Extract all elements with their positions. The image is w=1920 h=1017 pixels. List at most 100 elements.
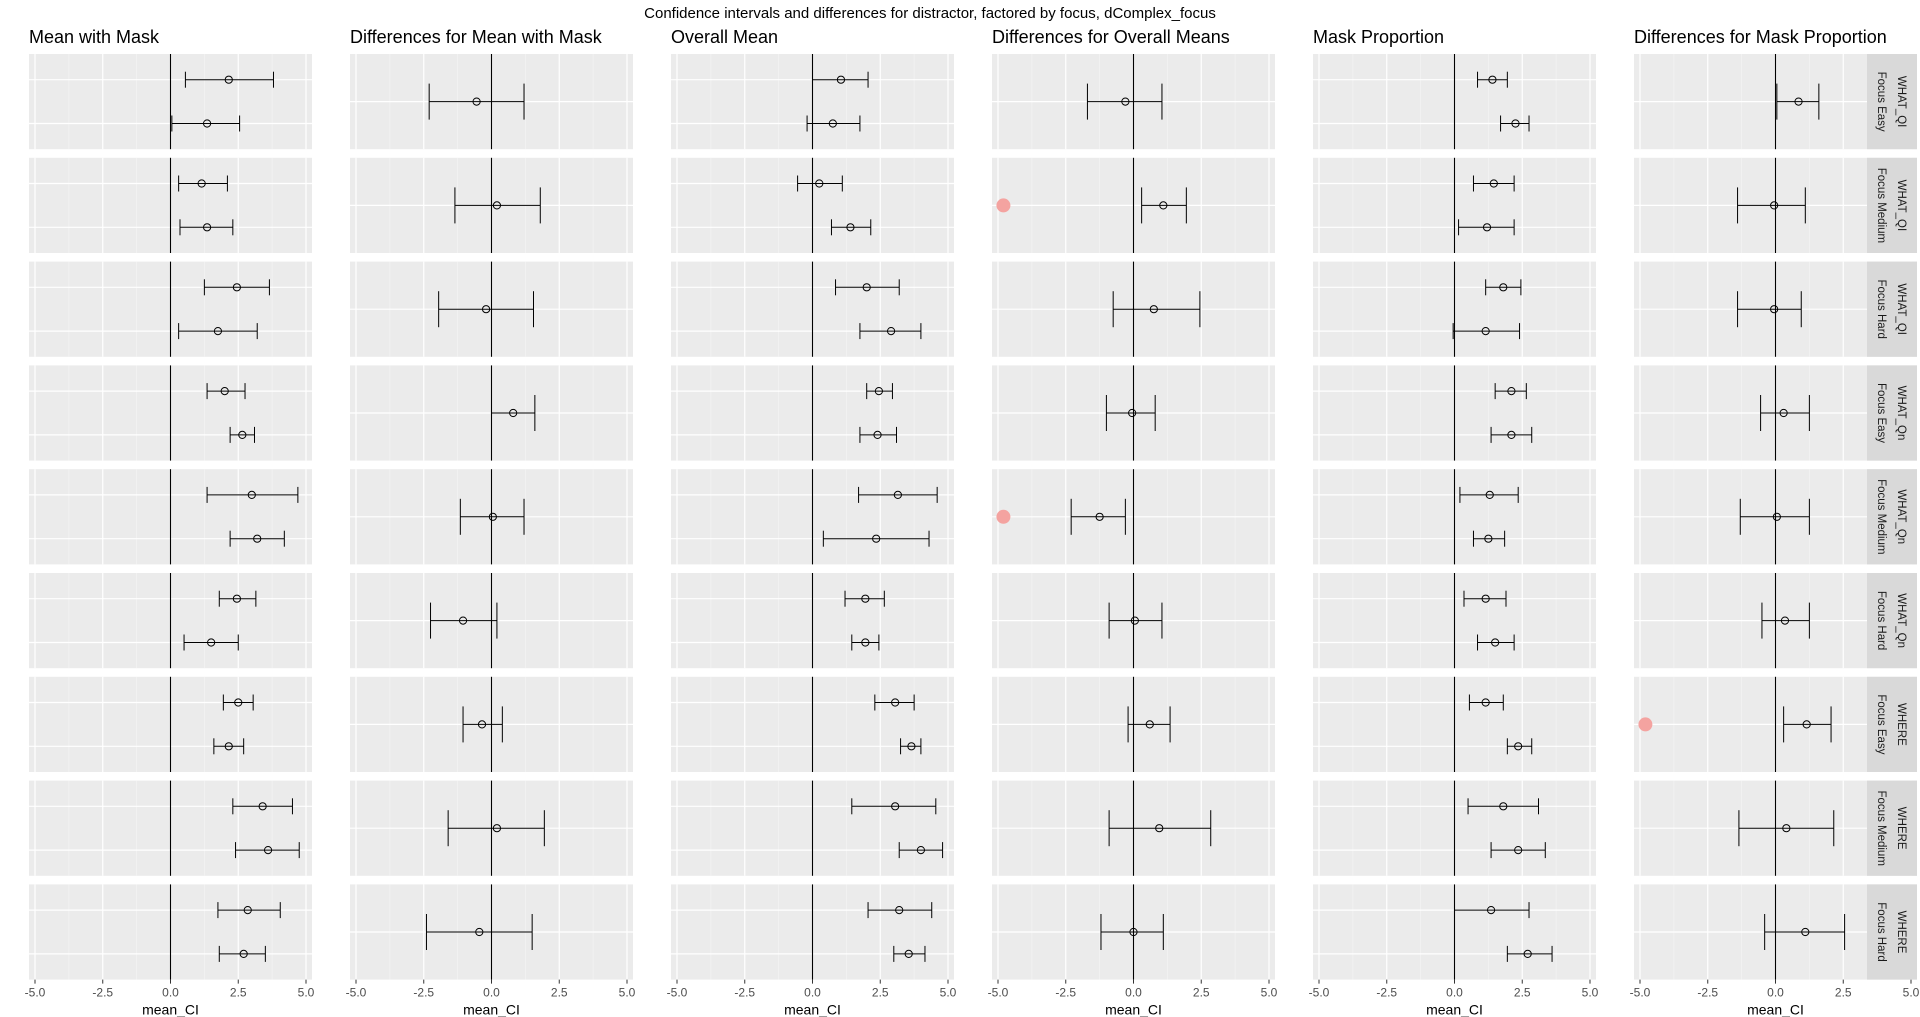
x-tick-label: 5.0 (298, 986, 315, 1000)
mean-point (243, 906, 252, 915)
mean-point (861, 594, 870, 603)
mean-point (1129, 927, 1138, 937)
x-tick-label: -2.5 (1055, 986, 1076, 1000)
x-tick-label: 2.5 (551, 986, 568, 1000)
mean-point (238, 430, 247, 439)
strip-focus-label: Focus Easy (1875, 72, 1887, 132)
error-bar (1739, 498, 1810, 535)
strip-group-label: WHAT_QI (1895, 180, 1907, 232)
error-bar (1737, 187, 1806, 224)
panel-3: Overall Mean -5.0 -2.5 0.0 2.5 5.0 mean_CI (667, 27, 957, 1017)
strip-group-label: WHERE (1895, 807, 1907, 850)
error-bar (1738, 810, 1835, 847)
x-tick-label: 0.0 (1767, 986, 1784, 1000)
strip-labels: WHAT_Qn Focus Easy (1875, 383, 1907, 443)
chart-title: Confidence intervals and differences for… (644, 5, 1216, 22)
x-axis-label: mean_CI (142, 1002, 199, 1017)
mean-point (1489, 179, 1498, 188)
x-tick-label: 5.0 (619, 986, 636, 1000)
error-bar (1112, 291, 1201, 328)
strip-group-label: WHAT_QI (1895, 76, 1907, 128)
mean-point (893, 490, 902, 500)
mean-point (1128, 408, 1137, 418)
mean-point (1481, 594, 1490, 603)
error-bar (1463, 590, 1507, 607)
error-bar (203, 279, 270, 296)
mean-point (1514, 845, 1523, 855)
mean-point (1486, 906, 1496, 915)
mean-point (492, 201, 502, 210)
mean-point (874, 387, 883, 396)
x-tick-label: 2.5 (872, 986, 889, 1000)
panel-title: Differences for Mean with Mask (350, 27, 603, 47)
mean-point (815, 179, 824, 188)
mean-point (207, 638, 216, 647)
error-bar (491, 395, 536, 431)
facet-strip (1867, 780, 1917, 876)
mean-point (891, 802, 900, 811)
x-tick-label: 2.5 (1514, 986, 1531, 1000)
strip-focus-label: Focus Hard (1875, 279, 1887, 338)
x-tick-label: 2.5 (1193, 986, 1210, 1000)
mean-point (253, 534, 262, 543)
mean-point (904, 949, 913, 958)
mean-point (836, 75, 846, 84)
mean-point (1511, 119, 1520, 128)
x-axis-label: mean_CI (784, 1002, 841, 1017)
error-bar (866, 383, 893, 400)
mean-point (1779, 408, 1788, 418)
mean-point (1095, 512, 1104, 521)
error-bar (1468, 694, 1504, 711)
mean-point (202, 119, 212, 128)
x-tick-label: -5.0 (25, 986, 46, 1000)
highlight-point (996, 509, 1011, 524)
error-bar (1459, 486, 1519, 503)
mean-point (197, 179, 206, 188)
error-bar (459, 498, 525, 535)
error-bar (171, 115, 241, 132)
error-bar (1100, 914, 1164, 950)
error-bar (851, 634, 880, 651)
x-tick-label: -2.5 (1697, 986, 1718, 1000)
mean-point (220, 387, 229, 396)
error-bar (1477, 634, 1515, 651)
mean-point (1488, 75, 1497, 84)
facet-strip (1867, 261, 1917, 357)
mean-point (828, 119, 837, 128)
error-bar (806, 115, 861, 132)
x-axis-label: mean_CI (463, 1002, 520, 1017)
highlight-point (1638, 717, 1653, 732)
error-bar (830, 219, 872, 236)
strip-labels: WHAT_QI Focus Hard (1875, 279, 1907, 338)
x-tick-label: -2.5 (92, 986, 113, 1000)
mean-point (1782, 824, 1791, 833)
error-bar (454, 187, 541, 224)
error-bar (1454, 902, 1530, 919)
error-bar (428, 83, 525, 120)
error-bar (900, 738, 922, 755)
error-bar (438, 291, 535, 328)
error-bar (229, 530, 285, 547)
mean-point (1770, 201, 1779, 210)
facet-strip (1867, 157, 1917, 253)
strip-group-label: WHAT_Qn (1895, 386, 1907, 441)
error-bar (1141, 187, 1187, 224)
mean-point (1772, 512, 1781, 521)
error-bar (812, 71, 869, 88)
x-axis-label: mean_CI (1105, 1002, 1162, 1017)
error-bar (206, 383, 246, 400)
x-axis-label: mean_CI (1426, 1002, 1483, 1017)
x-axis-label: mean_CI (1747, 1002, 1804, 1017)
error-bar (178, 175, 228, 192)
strip-labels: WHERE Focus Hard (1875, 902, 1907, 961)
mean-point (263, 845, 273, 855)
panel-title: Differences for Overall Means (992, 27, 1230, 47)
error-bar (1477, 71, 1508, 88)
x-tick-label: -5.0 (667, 986, 688, 1000)
error-bar (1506, 738, 1533, 755)
error-bar (859, 426, 898, 443)
mean-point (1802, 720, 1811, 729)
error-bar (447, 810, 545, 847)
mean-point (873, 430, 882, 439)
x-tick-label: -5.0 (346, 986, 367, 1000)
